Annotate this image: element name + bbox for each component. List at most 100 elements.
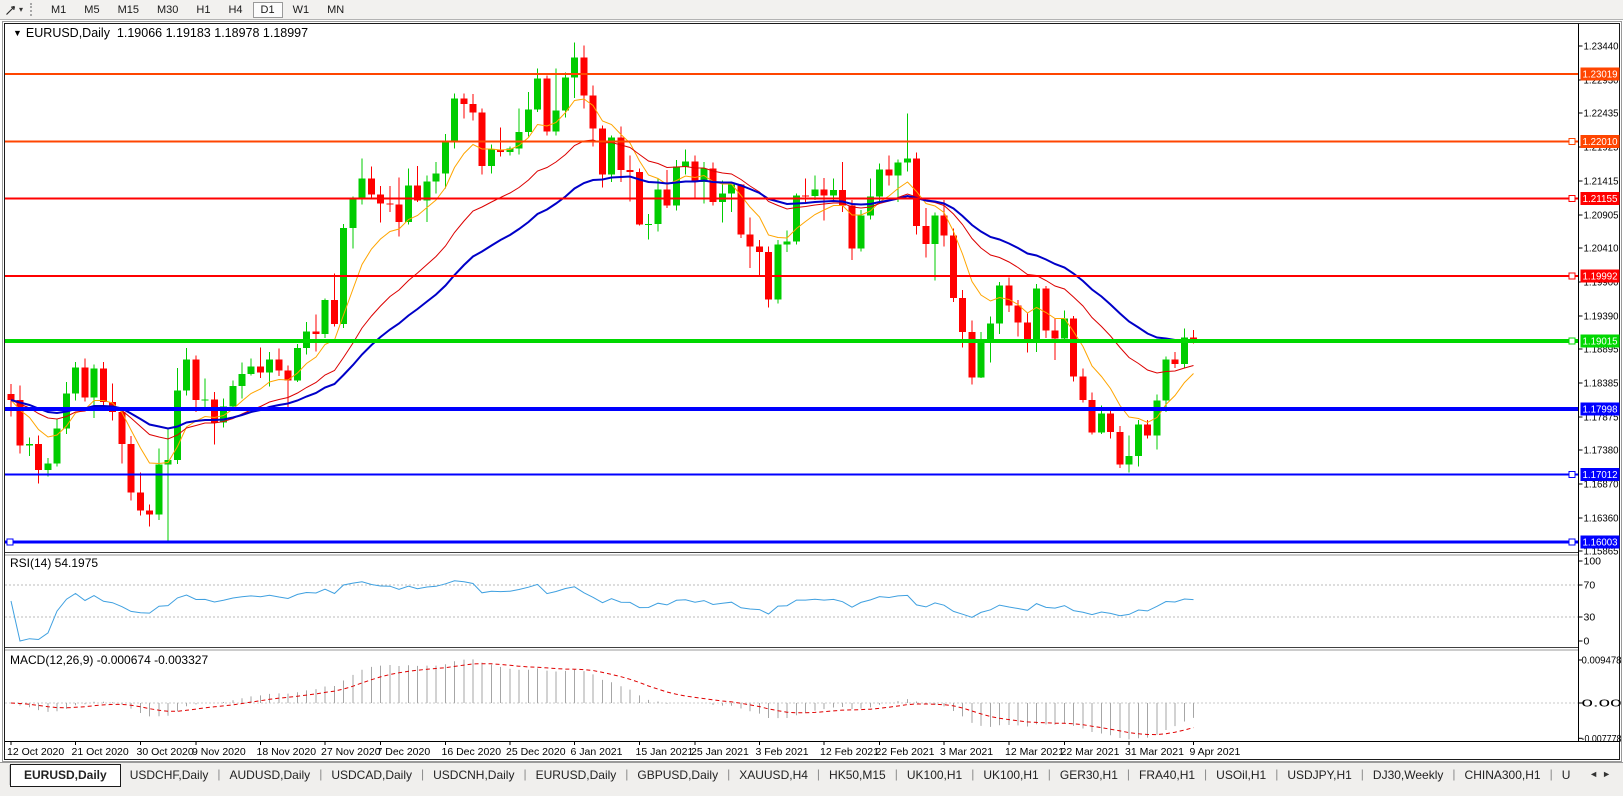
chart-tab-eurusd-daily[interactable]: EURUSD,Daily: [535, 768, 617, 782]
date-tick-label: 3 Feb 2021: [756, 746, 809, 758]
chart-title: ▼ EURUSD,Daily 1.19066 1.19183 1.18978 1.…: [13, 26, 308, 40]
price-tick-label: 1.20905: [1584, 210, 1619, 222]
chart-tab-eurusd-daily[interactable]: EURUSD,Daily: [10, 764, 121, 787]
tab-scroll-right-icon[interactable]: ►: [1602, 769, 1615, 779]
price-level-label: [1580, 334, 1620, 348]
tab-separator: |: [1452, 767, 1456, 781]
timeframe-button-w1[interactable]: W1: [292, 3, 310, 16]
date-tick-label: 18 Nov 2020: [257, 746, 317, 758]
chart-tab-xauusd-h4[interactable]: XAUUSD,H4: [739, 768, 808, 782]
tab-separator: |: [816, 767, 821, 781]
date-tick-label: 25 Jan 2021: [691, 746, 749, 758]
chart-tab-dj30-weekly[interactable]: DJ30,Weekly: [1372, 768, 1444, 782]
tab-separator: |: [421, 767, 425, 781]
tab-separator: |: [319, 767, 323, 781]
price-level-label-text: 1.22010: [1583, 136, 1618, 148]
price-level-label-text: 1.17998: [1583, 404, 1618, 416]
timeframe-button-mn[interactable]: MN: [327, 3, 345, 16]
tab-separator: |: [1126, 767, 1131, 781]
price-tick-label: 1.16870: [1584, 479, 1619, 491]
line-anchor-handle: [1568, 337, 1576, 345]
chart-tab-ger30-h1[interactable]: GER30,H1: [1059, 768, 1118, 782]
date-tick-label: 6 Jan 2021: [571, 746, 623, 758]
chart-tool-icon[interactable]: [4, 3, 18, 17]
tab-separator: |: [1360, 767, 1364, 781]
price-level-label-text: 1.16003: [1583, 537, 1618, 549]
timeframe-button-m5[interactable]: M5: [84, 3, 100, 16]
chart-tab-uk100-h1[interactable]: UK100,H1: [906, 768, 963, 782]
tabbar-edge: [0, 765, 10, 785]
chart-tab-china300-h1[interactable]: CHINA300,H1: [1464, 768, 1541, 782]
timeframe-button-h1[interactable]: H1: [196, 3, 211, 16]
date-tick-label: 12 Oct 2020: [7, 746, 64, 758]
tab-separator: |: [894, 767, 898, 781]
tab-separator: |: [523, 767, 527, 781]
chart-tab-audusd-daily[interactable]: AUDUSD,Daily: [229, 768, 311, 782]
macd-signal-line: [10, 663, 1194, 736]
macd-axis-label: -0.007778: [1582, 733, 1622, 745]
chevron-down-icon[interactable]: ▾: [19, 5, 24, 14]
tab-scroll-arrows: ◄►: [1589, 769, 1615, 779]
price-level-label: [1580, 468, 1620, 481]
tab-separator: |: [217, 767, 221, 781]
tab-separator: |: [1204, 767, 1208, 781]
price-tick-label: 1.21415: [1584, 176, 1619, 188]
date-tick-label: 7 Dec 2020: [377, 746, 431, 758]
price-tick-label: 1.16360: [1584, 513, 1619, 525]
price-level-label: [1580, 269, 1620, 283]
price-level-label-text: 1.19992: [1583, 271, 1618, 283]
price-tick-label: 1.20410: [1584, 243, 1619, 255]
ma-mid-line: [10, 139, 1194, 440]
chart-tab-uk100-h1[interactable]: UK100,H1: [983, 768, 1039, 782]
window-inner-border: [4, 23, 1620, 760]
line-anchor-handle: [6, 538, 14, 546]
date-tick-label: 3 Mar 2021: [940, 746, 993, 758]
timeframe-button-m15[interactable]: M15: [117, 3, 139, 16]
tab-separator: |: [625, 767, 629, 781]
price-level-label: [1580, 135, 1620, 148]
date-tick-label: 25 Dec 2020: [506, 746, 566, 758]
chart-tab-usdjpy-h1[interactable]: USDJPY,H1: [1287, 768, 1352, 782]
timeframe-button-d1[interactable]: D1: [252, 1, 283, 18]
ma-slow-line: [10, 175, 1194, 430]
price-level-label-text: 1.21155: [1583, 193, 1618, 205]
chart-tab-usoil-h1[interactable]: USOil,H1: [1216, 768, 1267, 782]
line-anchor-handle: [1568, 538, 1576, 546]
date-tick-label: 22 Feb 2021: [876, 746, 935, 758]
chart-tab-hk50-m15[interactable]: HK50,M15: [829, 768, 886, 782]
timeframe-button-h4[interactable]: H4: [228, 3, 243, 16]
chart-tab-usdcnh-daily[interactable]: USDCNH,Daily: [433, 768, 515, 782]
price-tick-label: 1.17380: [1584, 445, 1619, 457]
price-level-label: [1580, 535, 1620, 549]
chart-tab-u[interactable]: U: [1561, 768, 1571, 782]
symbol-dropdown-arrow[interactable]: ▼: [13, 28, 22, 38]
price-level-label: [1580, 402, 1620, 416]
tab-scroll-left-icon[interactable]: ◄: [1589, 769, 1603, 779]
timeframe-toolbar: ▾ M1 M5 M15 M30 H1 H4 D1 W1 MN: [0, 0, 1623, 20]
date-tick-label: 22 Mar 2021: [1061, 746, 1120, 758]
ohlc-values: 1.19066 1.19183 1.18978 1.18997: [116, 26, 309, 40]
chart-tab-usdchf-daily[interactable]: USDCHF,Daily: [129, 768, 209, 782]
symbol-name: EURUSD,Daily: [25, 26, 110, 40]
price-level-label: [1580, 67, 1620, 81]
chart-tab-fra40-h1[interactable]: FRA40,H1: [1139, 768, 1196, 782]
chart-tab-gbpusd-daily[interactable]: GBPUSD,Daily: [637, 768, 719, 782]
ma-fast-line: [10, 98, 1194, 465]
timeframe-button-m30[interactable]: M30: [156, 3, 179, 16]
chart-canvas[interactable]: 1.234401.229301.224351.219251.214151.209…: [0, 20, 1623, 763]
line-anchor-handle: [1568, 272, 1576, 280]
timeframe-button-m1[interactable]: M1: [51, 3, 67, 16]
price-tick-label: 1.19390: [1584, 311, 1619, 323]
price-tick-label: 1.22435: [1584, 108, 1619, 120]
chart-tab-usdcad-daily[interactable]: USDCAD,Daily: [331, 768, 412, 782]
price-level-label-text: 1.19015: [1583, 336, 1618, 348]
date-tick-label: 31 Mar 2021: [1125, 746, 1184, 758]
price-tick-label: 1.23440: [1584, 41, 1619, 53]
tab-separator: |: [1047, 767, 1051, 781]
rsi-axis-label: 100: [1584, 556, 1602, 568]
rsi-line: [10, 580, 1194, 642]
chart-tab-bar: EURUSD,Daily USDCHF,Daily | AUDUSD,Daily | US…: [0, 762, 1623, 796]
rsi-axis-label: 70: [1584, 580, 1596, 592]
date-tick-label: 30 Oct 2020: [137, 746, 194, 758]
toolbar-drag-handle[interactable]: [30, 3, 35, 16]
